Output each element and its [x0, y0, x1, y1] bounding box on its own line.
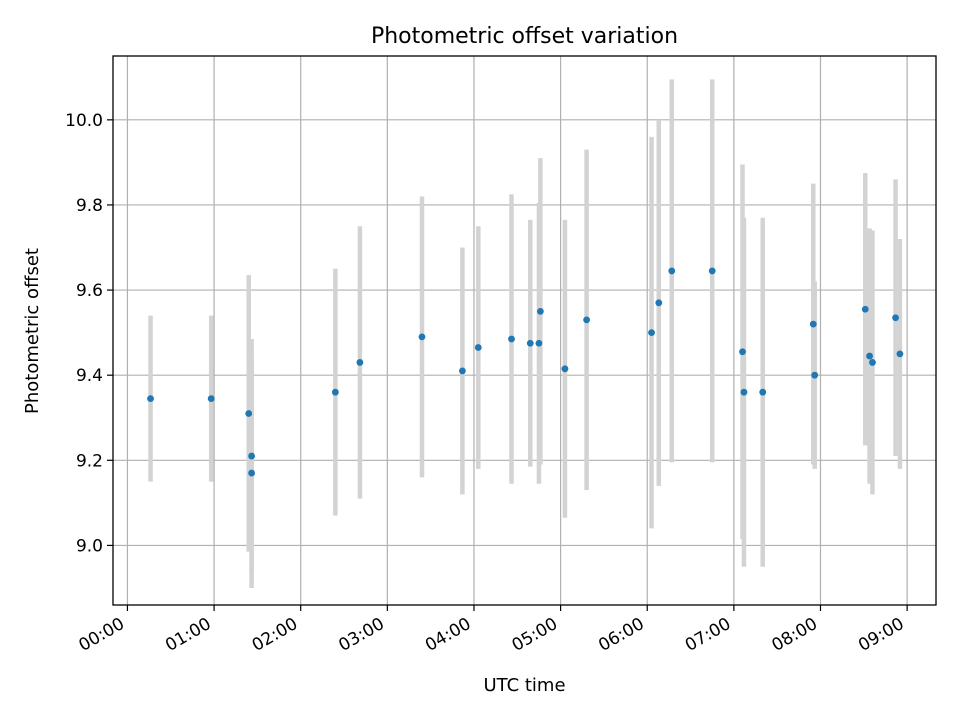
data-point [526, 339, 534, 347]
data-point [655, 299, 663, 307]
data-point [331, 388, 339, 396]
grid-lines [113, 56, 936, 605]
data-point [248, 452, 256, 460]
data-point [535, 339, 543, 347]
data-points [147, 267, 904, 477]
x-tick-label: 07:00 [682, 614, 734, 656]
chart-title: Photometric offset variation [371, 24, 678, 49]
data-point [536, 307, 544, 315]
y-tick-label: 10.0 [65, 111, 103, 131]
data-point [245, 410, 253, 417]
y-tick-label: 9.2 [76, 451, 103, 471]
data-point [866, 352, 873, 360]
data-point [648, 329, 655, 337]
data-point [740, 388, 748, 396]
data-point [809, 320, 817, 328]
y-axis-label: Photometric offset [22, 248, 43, 414]
x-axis-label: UTC time [483, 675, 565, 696]
data-point [668, 267, 676, 275]
y-tick-label: 9.6 [76, 281, 103, 301]
data-point [207, 395, 215, 402]
x-tick-label: 04:00 [422, 614, 474, 656]
y-tick-label: 9.4 [76, 366, 103, 386]
x-tick-label: 08:00 [769, 614, 821, 656]
data-point [861, 305, 869, 313]
data-point [474, 344, 482, 351]
plot-frame [112, 55, 937, 606]
data-point [418, 333, 426, 341]
data-point [759, 388, 767, 396]
x-tick-label: 06:00 [595, 614, 647, 656]
data-point [739, 348, 746, 356]
data-point [459, 367, 466, 375]
data-point [708, 267, 716, 275]
data-point [896, 350, 904, 358]
x-tick-label: 00:00 [76, 614, 128, 656]
data-point [869, 359, 876, 366]
data-point [583, 316, 590, 324]
data-point [248, 469, 256, 477]
x-tick-label: 01:00 [162, 614, 214, 656]
x-tick-label: 03:00 [335, 614, 387, 656]
x-tick-label: 02:00 [249, 614, 301, 656]
y-tick-label: 9.0 [76, 536, 103, 556]
data-point [561, 365, 569, 373]
x-tick-label: 09:00 [855, 614, 907, 656]
data-point [508, 335, 515, 343]
y-tick-label: 9.8 [76, 196, 103, 216]
x-tick-label: 05:00 [509, 614, 561, 656]
data-point [892, 314, 899, 322]
data-point [811, 371, 819, 379]
data-point [147, 395, 154, 402]
data-point [356, 359, 364, 366]
